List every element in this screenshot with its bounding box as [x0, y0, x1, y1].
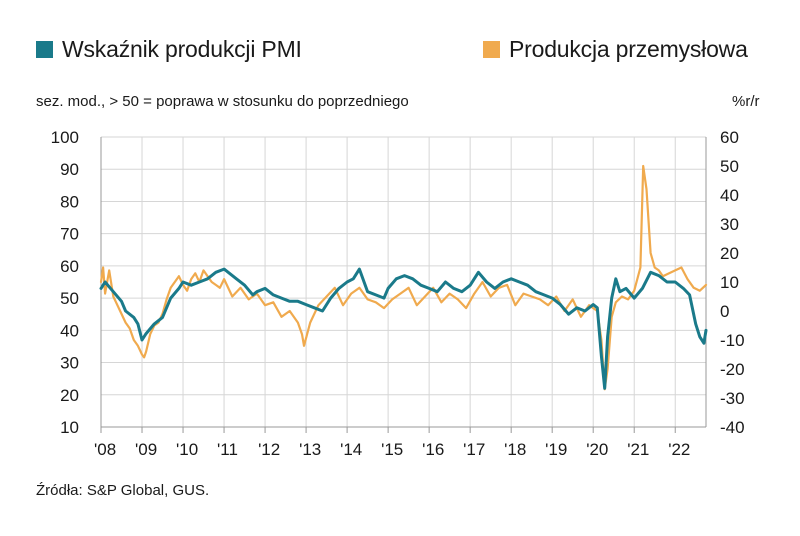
legend-label-industrial-production: Produkcja przemysłowa — [509, 35, 748, 62]
x-tick-label: '09 — [135, 440, 157, 459]
y-left-tick-label: 20 — [60, 386, 79, 405]
right-axis-unit: %r/r — [732, 93, 760, 110]
y-right-tick-label: -40 — [720, 418, 745, 437]
y-left-tick-label: 40 — [60, 321, 79, 340]
series-lines — [99, 164, 708, 391]
y-right-tick-label: 30 — [720, 215, 739, 234]
legend-swatch-industrial-production — [483, 40, 500, 58]
x-tick-label: '21 — [627, 440, 649, 459]
y-right-tick-label: -10 — [720, 331, 745, 350]
x-tick-label: '08 — [94, 440, 116, 459]
x-tick-label: '15 — [381, 440, 403, 459]
x-tick-label: '19 — [545, 440, 567, 459]
series-line-pmi — [99, 267, 708, 390]
y-left-tick-label: 100 — [51, 128, 79, 147]
y-right-tick-label: 50 — [720, 157, 739, 176]
x-tick-label: '14 — [340, 440, 362, 459]
y-right-tick-label: 40 — [720, 186, 739, 205]
x-tick-label: '16 — [422, 440, 444, 459]
source-note: Źródła: S&P Global, GUS. — [36, 482, 210, 499]
x-tick-label: '12 — [258, 440, 280, 459]
y-left-tick-label: 10 — [60, 418, 79, 437]
y-right-tick-label: 60 — [720, 128, 739, 147]
legend-label-pmi: Wskaźnik produkcji PMI — [62, 35, 302, 62]
y-left-tick-label: 80 — [60, 192, 79, 211]
y-left-tick-label: 30 — [60, 354, 79, 373]
y-left-tick-label: 70 — [60, 225, 79, 244]
y-left-tick-label: 90 — [60, 160, 79, 179]
tick-labels: 10 20 30 40 50 60 70 80 90 100 -40 -30 -20 -10 0 10 20 30… — [51, 128, 745, 459]
y-right-tick-label: 10 — [720, 273, 739, 292]
y-left-tick-label: 60 — [60, 257, 79, 276]
y-right-tick-label: 20 — [720, 244, 739, 263]
legend-item-industrial-production: Produkcja przemysłowa — [483, 34, 748, 64]
y-left-tick-label: 50 — [60, 289, 79, 308]
y-right-tick-label: -30 — [720, 389, 745, 408]
left-axis-description: sez. mod., > 50 = poprawa w stosunku do … — [36, 93, 409, 110]
y-right-tick-label: -20 — [720, 360, 745, 379]
x-tick-label: '10 — [176, 440, 198, 459]
x-tick-label: '22 — [668, 440, 690, 459]
x-tick-label: '13 — [299, 440, 321, 459]
x-tick-label: '11 — [217, 440, 238, 459]
x-tick-label: '17 — [463, 440, 485, 459]
legend-swatch-pmi — [36, 40, 53, 58]
y-right-tick-label: 0 — [720, 302, 729, 321]
x-tick-label: '18 — [504, 440, 526, 459]
legend-item-pmi: Wskaźnik produkcji PMI — [36, 34, 302, 64]
x-tick-label: '20 — [586, 440, 608, 459]
